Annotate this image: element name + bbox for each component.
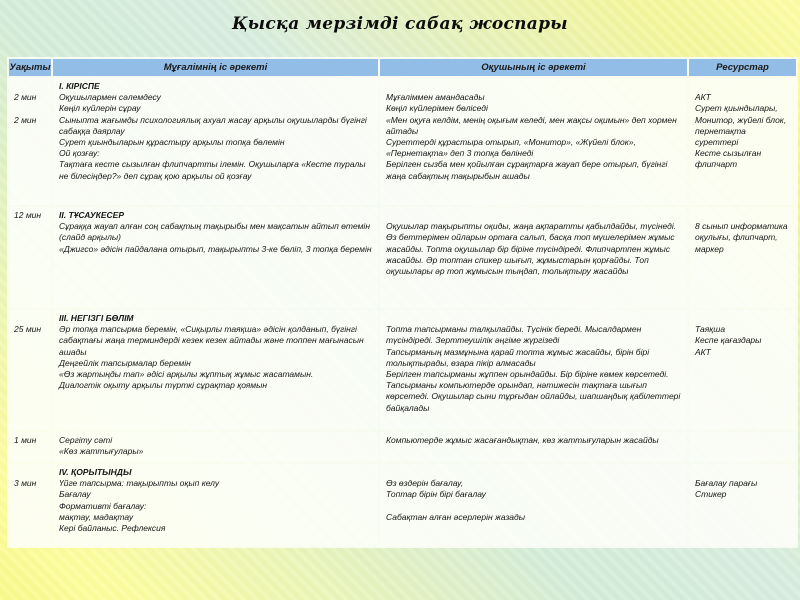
row1-teacher-activity-cell: I. КІРІСПЕ Оқушылармен сәлемдесу Көңіл к…	[53, 78, 378, 205]
row1-student-activity-cell: Мұғаліммен амандасады Көңіл күйлерімен б…	[380, 78, 687, 205]
column-header-resources: Ресурстар	[689, 59, 796, 76]
row5-resources-cell: Бағалау парағы Стикер	[689, 464, 796, 546]
row5-time-cell: 3 мин	[9, 464, 51, 546]
row2-resources-cell: 8 сынып информатика оқулығы, флипчарт, м…	[689, 207, 796, 308]
row2-time-cell: 12 мин	[9, 207, 51, 308]
column-header-teacher-activity: Мұғалімнің іс әрекеті	[53, 59, 378, 76]
column-header-student-activity: Оқушының іс әрекеті	[380, 59, 687, 76]
row3-time-cell: 25 мин	[9, 310, 51, 430]
row2-student-activity-cell: Оқушылар тақырыпты оқиды, жаңа ақпаратты…	[380, 207, 687, 308]
row5-teacher-activity-cell: IV. ҚОРЫТЫНДЫ Үйге тапсырма: тақырыпты о…	[53, 464, 378, 546]
row4-resources-cell	[689, 432, 796, 462]
row4-student-activity-cell: Компьютерде жұмыс жасағандықтан, көз жат…	[380, 432, 687, 462]
row1-time-cell: 2 мин 2 мин	[9, 78, 51, 205]
row1-resources-cell: АКТ Сурет қиындылары, Монитор, жүйелі бл…	[689, 78, 796, 205]
row5-student-activity-cell: Өз өздерін бағалау, Топтар бірін бірі ба…	[380, 464, 687, 546]
page-title: Қысқа мерзімді сабақ жоспары	[232, 14, 568, 34]
lesson-plan-table: Уақыты Мұғалімнің іс әрекеті Оқушының іс…	[7, 57, 798, 548]
row3-teacher-activity-cell: III. НЕГІЗГІ БӨЛІМ Әр топқа тапсырма бер…	[53, 310, 378, 430]
row4-time-cell: 1 мин	[9, 432, 51, 462]
row4-teacher-activity-cell: Сергіту сәті «Көз жаттығулары»	[53, 432, 378, 462]
row2-teacher-activity-cell: II. ТҰСАУКЕСЕР Сұраққа жауап алған соң с…	[53, 207, 378, 308]
row3-resources-cell: Таяқша Кеспе қағаздары АКТ	[689, 310, 796, 430]
row3-student-activity-cell: Топта тапсырманы талқылайды. Түсінік бер…	[380, 310, 687, 430]
column-header-time: Уақыты	[9, 59, 51, 76]
